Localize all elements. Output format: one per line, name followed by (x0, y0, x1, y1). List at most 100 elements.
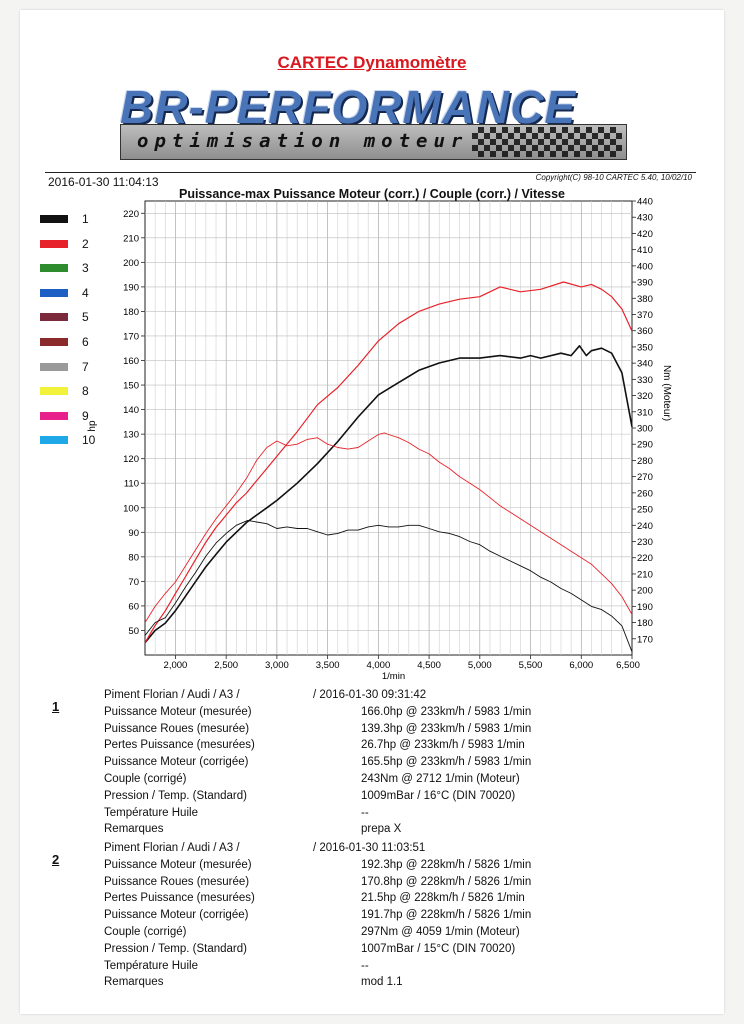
legend-label: 8 (82, 384, 89, 399)
y2-tick-label: 350 (637, 342, 653, 353)
legend-item: 1 (40, 212, 120, 226)
chart-title: Puissance-max Puissance Moteur (corr.) /… (178, 187, 566, 201)
y2-tick-label: 390 (637, 278, 653, 289)
copyright-notice: Copyright(C) 98-10 CARTEC 5.40, 10/02/10 (535, 173, 692, 182)
x-tick-label: 2,000 (164, 660, 188, 671)
y2-tick-label: 270 (637, 472, 653, 483)
legend-item: 6 (40, 335, 120, 349)
x-tick-label: 4,500 (417, 660, 441, 671)
legend-swatch (40, 387, 68, 396)
y-tick-label: 180 (123, 307, 139, 318)
x-tick-label: 3,500 (316, 660, 340, 671)
y2-tick-label: 300 (637, 424, 653, 435)
y-axis-label: hp (87, 420, 98, 432)
y2-tick-label: 250 (637, 505, 653, 516)
y2-tick-label: 260 (637, 488, 653, 499)
y2-tick-label: 320 (637, 391, 653, 402)
series-line (144, 519, 633, 652)
dyno-chart: 2,000 2,500 3,000 3,500 4,000 4,500 5,000 5,500… (87, 197, 672, 683)
y2-tick-label: 310 (637, 407, 653, 418)
y2-tick-label: 200 (637, 586, 653, 597)
y-tick-label: 130 (123, 430, 139, 441)
y2-tick-label: 360 (637, 326, 653, 337)
x-tick-label: 4,000 (366, 660, 390, 671)
y-tick-label: 140 (123, 405, 139, 416)
y2-tick-label: 180 (637, 618, 653, 629)
legend-label: 6 (82, 335, 89, 349)
y2-tick-label: 380 (637, 294, 653, 305)
legend-swatch (40, 411, 68, 420)
legend-label: 3 (82, 261, 89, 276)
y2-tick-label: 220 (637, 553, 653, 564)
x-tick-label: 3,000 (265, 660, 289, 671)
print-timestamp: 2016-01-30 11:04:13 (48, 175, 159, 189)
legend-label: 10 (82, 433, 96, 448)
y2-tick-label: 370 (637, 310, 653, 321)
legend-swatch (40, 313, 68, 322)
series-line (144, 432, 633, 623)
header-divider (45, 172, 696, 173)
x-tick-label: 6,000 (569, 660, 593, 671)
y-tick-label: 60 (128, 601, 139, 612)
legend-label: 4 (82, 285, 89, 300)
y2-tick-label: 340 (637, 359, 653, 370)
y-tick-label: 50 (128, 626, 139, 637)
y2-axis-label: Nm (Moteur) (661, 365, 672, 421)
x-tick-label: 6,500 (616, 660, 640, 671)
legend-item: 8 (40, 384, 120, 399)
y2-tick-label: 230 (637, 537, 653, 548)
x-tick-label: 2,500 (214, 660, 238, 671)
x-tick-label: 5,000 (468, 660, 492, 671)
y2-tick-label: 210 (637, 569, 653, 580)
logo-subtitle-bar: optimisation moteur (120, 124, 627, 160)
legend-item: 3 (40, 261, 120, 276)
legend-item: 7 (40, 359, 120, 374)
legend-swatch (40, 436, 68, 445)
y2-tick-label: 290 (637, 440, 653, 451)
br-performance-logo: BR-PERFORMANCE optimisation moteur (120, 81, 627, 160)
y2-tick-label: 430 (637, 213, 653, 224)
y-tick-label: 210 (123, 233, 139, 244)
x-tick-label: 5,500 (519, 660, 543, 671)
legend-swatch (40, 239, 68, 248)
y2-tick-label: 170 (637, 634, 653, 645)
legend-swatch (40, 215, 68, 223)
checkered-flag-icon (472, 127, 622, 157)
legend-item: 5 (40, 310, 120, 325)
y-tick-label: 220 (123, 209, 139, 220)
y-tick-label: 70 (128, 577, 139, 588)
legend-swatch (40, 362, 68, 371)
y2-tick-label: 330 (637, 375, 653, 386)
legend-label: 9 (82, 408, 89, 423)
legend-item: 4 (40, 285, 120, 300)
legend-label: 5 (82, 310, 89, 325)
logo-subtitle: optimisation moteur (137, 130, 469, 152)
series-line (144, 344, 633, 644)
legend-label: 7 (82, 359, 89, 374)
legend-label: 2 (82, 236, 89, 251)
document-title: CARTEC Dynamomètre (277, 53, 467, 72)
y-tick-label: 190 (123, 282, 139, 293)
y2-tick-label: 420 (637, 229, 653, 240)
y2-tick-label: 190 (637, 602, 653, 613)
y-tick-label: 90 (128, 528, 139, 539)
y-tick-label: 100 (123, 503, 139, 514)
y-tick-label: 150 (123, 381, 139, 392)
legend-label: 1 (82, 212, 89, 226)
series-line (144, 281, 633, 644)
y-tick-label: 200 (123, 258, 139, 269)
x-axis-label: 1/min (382, 671, 405, 682)
legend-swatch (40, 338, 68, 346)
y-tick-label: 120 (123, 454, 139, 465)
legend-swatch (40, 288, 68, 297)
y-tick-label: 160 (123, 356, 139, 367)
y-tick-label: 110 (124, 479, 139, 490)
y-tick-label: 80 (128, 552, 139, 563)
y2-tick-label: 240 (637, 521, 653, 532)
legend-item: 10 (40, 433, 120, 448)
legend-swatch (40, 264, 68, 273)
y2-tick-label: 280 (637, 456, 653, 467)
y2-tick-label: 440 (637, 197, 653, 208)
legend-item: 9 (40, 408, 120, 423)
y2-tick-label: 400 (637, 261, 653, 272)
